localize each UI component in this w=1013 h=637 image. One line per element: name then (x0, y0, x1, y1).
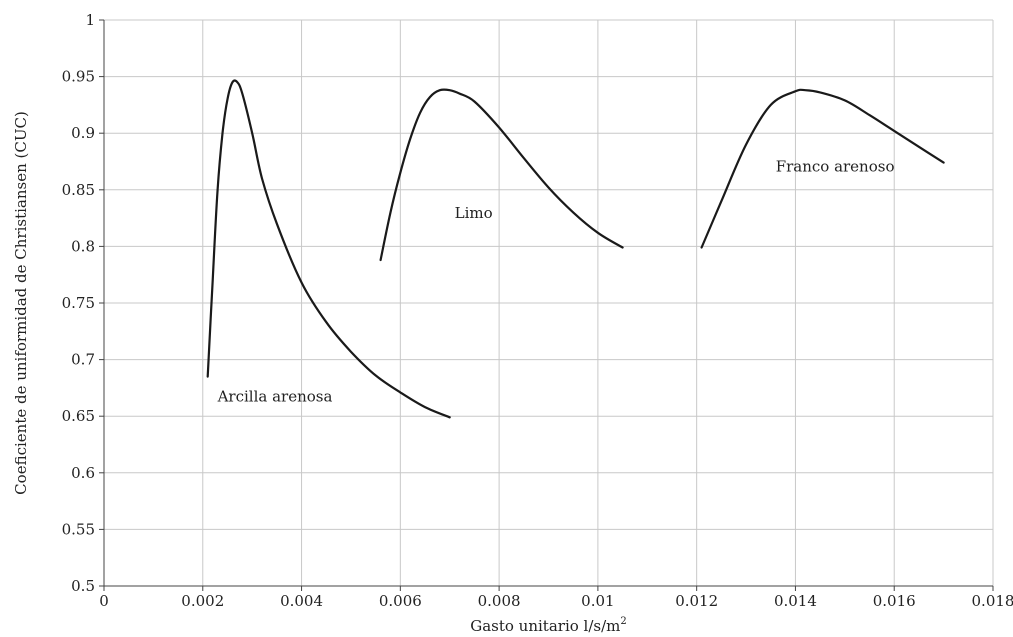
x-axis-title: Gasto unitario l/s/m2 (470, 616, 627, 635)
x-tick-label: 0.002 (181, 592, 224, 610)
y-tick-label: 0.5 (71, 577, 95, 595)
y-tick-label: 0.9 (71, 124, 95, 142)
grid-lines (104, 19, 994, 586)
y-tick-label: 0.85 (62, 181, 95, 199)
y-tick-labels: 0.5 0.55 0.6 0.65 0.7 0.75 0.8 0.85 0.9 0.95 1 (62, 11, 95, 595)
x-tick-label: 0 (99, 592, 109, 610)
x-tick-label: 0.01 (581, 592, 614, 610)
y-tick-label: 0.7 (71, 351, 95, 369)
x-tick-label: 0.006 (379, 592, 422, 610)
x-tick-label: 0.008 (478, 592, 521, 610)
series-label-franco-arenoso: Franco arenoso (776, 158, 895, 176)
series-annotations: Arcilla arenosa Limo Franco arenoso (217, 158, 895, 406)
y-tick-label: 0.95 (62, 68, 95, 86)
y-tick-label: 1 (85, 11, 95, 29)
series-line-arcilla-arenosa (206, 79, 451, 419)
x-tick-label: 0.012 (675, 592, 718, 610)
series-line-franco-arenoso (700, 88, 945, 249)
y-tick-label: 0.6 (71, 464, 95, 482)
x-tick-label: 0.004 (280, 592, 323, 610)
x-tick-labels: 0 0.002 0.004 0.006 0.008 0.01 0.012 0.014 0.016… (99, 592, 1013, 610)
x-tick-label: 0.014 (774, 592, 817, 610)
x-axis-title-text: Gasto unitario l/s/m (470, 617, 620, 635)
x-axis-title-superscript: 2 (620, 616, 626, 627)
series-lines (206, 79, 945, 419)
axes (99, 19, 994, 591)
y-tick-label: 0.65 (62, 407, 95, 425)
y-tick-label: 0.55 (62, 520, 95, 538)
series-label-arcilla-arenosa: Arcilla arenosa (217, 387, 333, 405)
series-label-limo: Limo (455, 204, 493, 222)
y-tick-label: 0.75 (62, 294, 95, 312)
series-line-limo (379, 88, 624, 262)
y-tick-label: 0.8 (71, 237, 95, 255)
x-tick-label: 0.018 (972, 592, 1013, 610)
y-axis-title: Coeficiente de uniformidad de Christians… (12, 111, 30, 495)
x-tick-label: 0.016 (873, 592, 916, 610)
